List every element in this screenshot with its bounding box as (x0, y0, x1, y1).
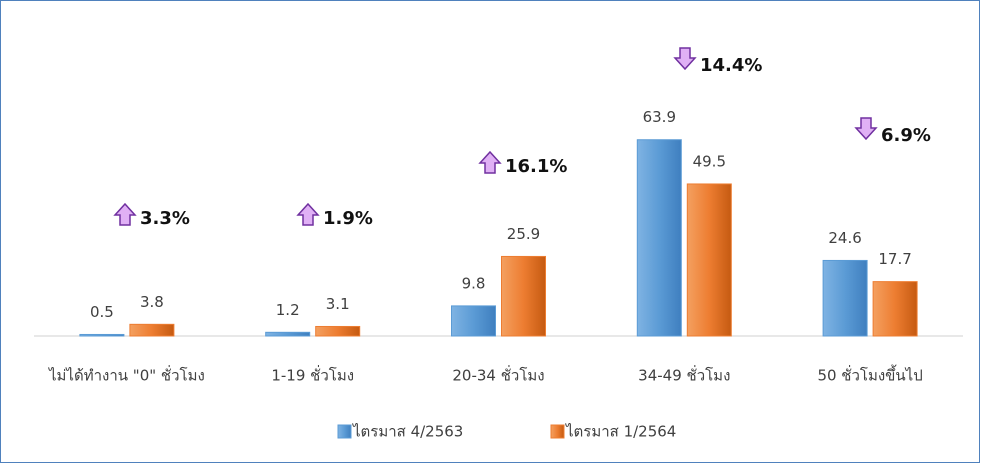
bar (315, 325, 361, 337)
legend-swatch (550, 424, 565, 439)
x-tick-label: 34-49 ชั่วโมง (638, 365, 730, 385)
bar (501, 255, 546, 337)
bar (872, 281, 918, 337)
data-label: 49.5 (693, 152, 726, 170)
bar (636, 139, 682, 337)
annotation: 14.4% (700, 55, 762, 76)
data-label: 3.1 (326, 295, 350, 313)
bar (451, 305, 496, 337)
data-label: 17.7 (878, 250, 911, 268)
arrow-icon (478, 150, 502, 174)
bar (79, 333, 125, 337)
data-label: 3.8 (140, 293, 164, 311)
legend-label: ไตรมาส 4/2563 (352, 423, 463, 441)
bar (265, 331, 311, 337)
data-label: 0.5 (90, 303, 114, 321)
data-label: 9.8 (462, 274, 486, 292)
arrow-icon (113, 202, 137, 226)
x-tick-label: 50 ชั่วโมงขึ้นไป (817, 365, 922, 385)
annotation: 16.1% (505, 156, 567, 177)
annotation: 3.3% (140, 208, 190, 229)
annotation: 1.9% (323, 208, 373, 229)
arrow-icon (854, 117, 878, 141)
legend-swatch (337, 424, 352, 439)
legend-label: ไตรมาส 1/2564 (565, 423, 676, 441)
data-label: 63.9 (643, 108, 676, 126)
x-tick-label: 1-19 ชั่วโมง (271, 365, 354, 385)
x-tick-label: ไม่ได้ทำงาน "0" ชั่วโมง (48, 365, 205, 385)
data-label: 1.2 (276, 301, 300, 319)
arrow-icon (673, 47, 697, 71)
arrow-icon (296, 202, 320, 226)
x-tick-label: 20-34 ชั่วโมง (452, 365, 544, 385)
bar (129, 323, 175, 337)
data-label: 25.9 (507, 225, 540, 243)
data-label: 24.6 (828, 229, 861, 247)
bar (686, 183, 732, 337)
annotation: 6.9% (881, 125, 931, 146)
bar (822, 259, 868, 337)
